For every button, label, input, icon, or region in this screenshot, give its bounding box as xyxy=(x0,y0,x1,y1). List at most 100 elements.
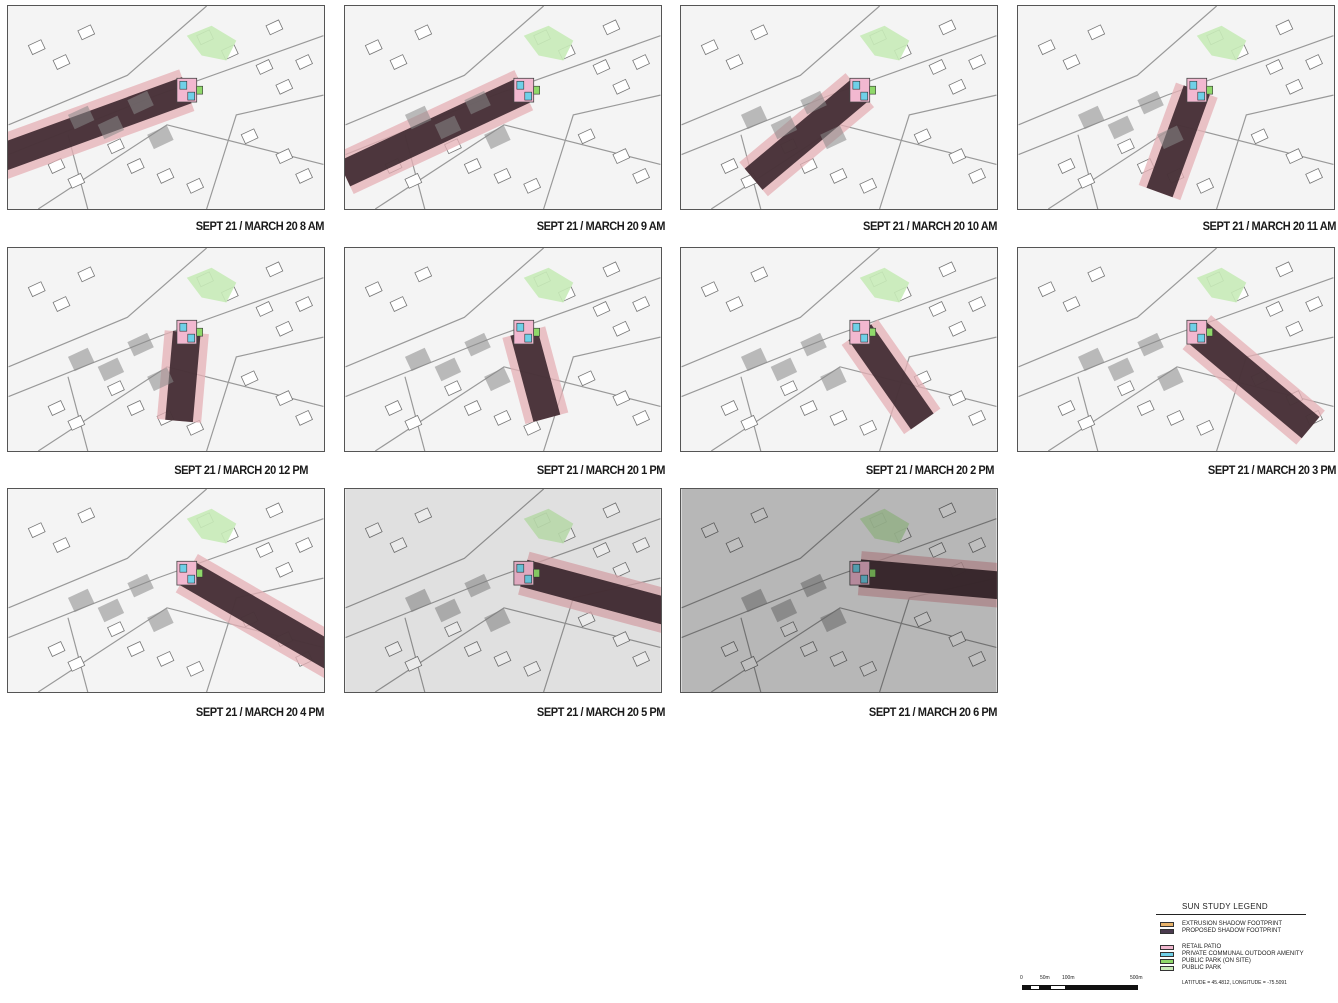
public-park-onsite xyxy=(869,568,876,578)
building-outline xyxy=(740,414,759,431)
building-outline xyxy=(612,561,631,578)
building-shadow xyxy=(464,573,491,598)
legend-label: EXTRUSION SHADOW FOOTPRINT xyxy=(1182,920,1283,927)
building-outline xyxy=(77,24,96,41)
road-line xyxy=(206,94,324,209)
building-outline xyxy=(1265,59,1284,75)
building-shadow xyxy=(800,332,827,357)
proposed-shadow xyxy=(520,559,661,625)
building-outline xyxy=(938,261,957,278)
building-outline xyxy=(968,537,986,553)
building-shadow xyxy=(434,598,462,623)
building-outline xyxy=(1062,54,1081,70)
building-outline xyxy=(612,78,631,95)
legend-item: RETAIL PATIO xyxy=(1156,944,1306,951)
building-shadow xyxy=(67,347,95,372)
building-outline xyxy=(389,54,408,70)
building-outline xyxy=(720,158,739,174)
building-outline xyxy=(240,370,259,387)
building-outline xyxy=(463,400,482,416)
building-shadow xyxy=(147,125,174,150)
building-outline xyxy=(928,59,947,75)
building-shadow xyxy=(1157,125,1184,150)
legend-swatch xyxy=(1160,928,1174,934)
building-outline xyxy=(295,409,313,426)
building-outline xyxy=(275,561,294,578)
building-outline xyxy=(968,54,986,70)
building-outline xyxy=(780,380,798,397)
public-park xyxy=(186,267,237,303)
private-amenity xyxy=(860,91,869,101)
public-park xyxy=(859,508,910,544)
building-outline xyxy=(463,158,482,174)
building-outline xyxy=(1087,266,1106,283)
scale-label: 500m xyxy=(1130,975,1143,981)
building-outline xyxy=(52,537,71,553)
legend-swatch xyxy=(1160,951,1174,957)
panel-caption: SEPT 21 / MARCH 20 11 AM xyxy=(1202,219,1337,233)
building-outline xyxy=(700,522,719,539)
building-outline xyxy=(463,641,482,657)
building-outline xyxy=(275,148,294,165)
private-amenity xyxy=(524,333,533,343)
building-outline xyxy=(720,400,739,416)
building-shadow xyxy=(800,573,827,598)
building-outline xyxy=(1285,148,1304,165)
building-outline xyxy=(255,59,274,75)
building-shadow xyxy=(464,332,491,357)
building-outline xyxy=(1265,301,1284,317)
building-outline xyxy=(255,301,274,317)
panel-caption: SEPT 21 / MARCH 20 3 PM xyxy=(1207,463,1337,477)
road-line xyxy=(543,94,661,209)
road-line xyxy=(681,518,997,639)
public-park-onsite xyxy=(196,85,203,95)
legend-swatch xyxy=(1160,958,1174,964)
building-outline xyxy=(968,650,986,667)
building-outline xyxy=(107,138,125,155)
building-outline xyxy=(1087,24,1106,41)
building-outline xyxy=(523,419,542,436)
private-amenity xyxy=(1197,91,1206,101)
road-line xyxy=(1018,6,1217,126)
legend-item: EXTRUSION SHADOW FOOTPRINT xyxy=(1156,921,1306,928)
building-shadow xyxy=(97,598,125,623)
building-shadow xyxy=(820,125,847,150)
road-line xyxy=(1216,94,1334,209)
legend-label: RETAIL PATIO xyxy=(1182,943,1222,950)
building-outline xyxy=(859,177,878,194)
sun-study-panel-9am xyxy=(344,5,662,210)
legend-label: PUBLIC PARK xyxy=(1182,964,1222,971)
road-line xyxy=(681,277,997,398)
private-amenity xyxy=(1189,322,1198,332)
private-amenity xyxy=(524,574,533,584)
private-amenity xyxy=(1197,333,1206,343)
site-map xyxy=(8,248,324,451)
public-park-onsite xyxy=(869,85,876,95)
building-outline xyxy=(612,631,631,648)
building-outline xyxy=(77,266,96,283)
building-outline xyxy=(725,54,744,70)
road-line xyxy=(1077,376,1099,451)
building-outline xyxy=(577,128,596,145)
building-outline xyxy=(404,172,423,189)
building-outline xyxy=(592,59,611,75)
private-amenity xyxy=(179,80,188,90)
private-amenity xyxy=(524,91,533,101)
building-outline xyxy=(27,281,46,298)
building-outline xyxy=(780,621,798,638)
building-outline xyxy=(612,390,631,407)
building-outline xyxy=(1037,39,1056,56)
building-outline xyxy=(725,537,744,553)
building-outline xyxy=(700,39,719,56)
sun-study-panel-8am xyxy=(7,5,325,210)
building-outline xyxy=(1285,78,1304,95)
building-outline xyxy=(829,650,848,667)
building-outline xyxy=(404,414,423,431)
building-outline xyxy=(493,167,512,184)
proposed-shadow xyxy=(179,561,324,669)
building-outline xyxy=(275,390,294,407)
building-outline xyxy=(1305,54,1323,70)
building-outline xyxy=(968,409,986,426)
public-park xyxy=(523,267,574,303)
building-outline xyxy=(799,641,818,657)
